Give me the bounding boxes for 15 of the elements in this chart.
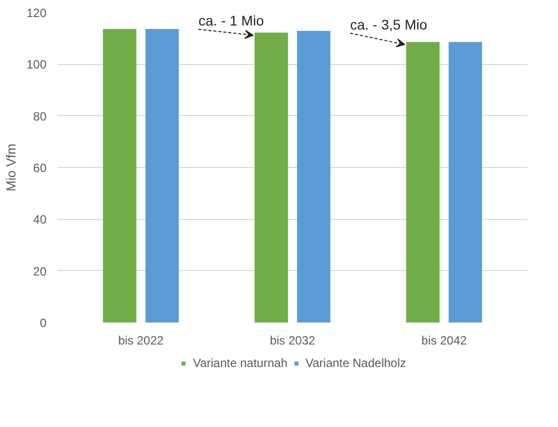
x-tick-label: bis 2022	[118, 334, 164, 348]
y-tick-label: 60	[33, 161, 47, 175]
legend-label: Variante naturnah	[192, 356, 288, 370]
legend-label: Variante Nadelholz	[306, 356, 406, 370]
y-axis-title: Mio Vfm	[3, 144, 18, 192]
y-tick-label: 120	[26, 6, 47, 20]
annotation: ca. - 3,5 Mio	[350, 16, 428, 32]
annotation: ca. - 1 Mio	[198, 12, 264, 28]
y-tick-label: 100	[26, 58, 47, 72]
y-tick-label: 0	[40, 316, 47, 330]
y-tick-label: 20	[33, 264, 47, 278]
y-tick-label: 40	[33, 212, 47, 227]
x-tick-label: bis 2032	[270, 334, 316, 348]
y-tick-label: 80	[33, 109, 47, 124]
x-tick-label: bis 2042	[421, 334, 468, 348]
